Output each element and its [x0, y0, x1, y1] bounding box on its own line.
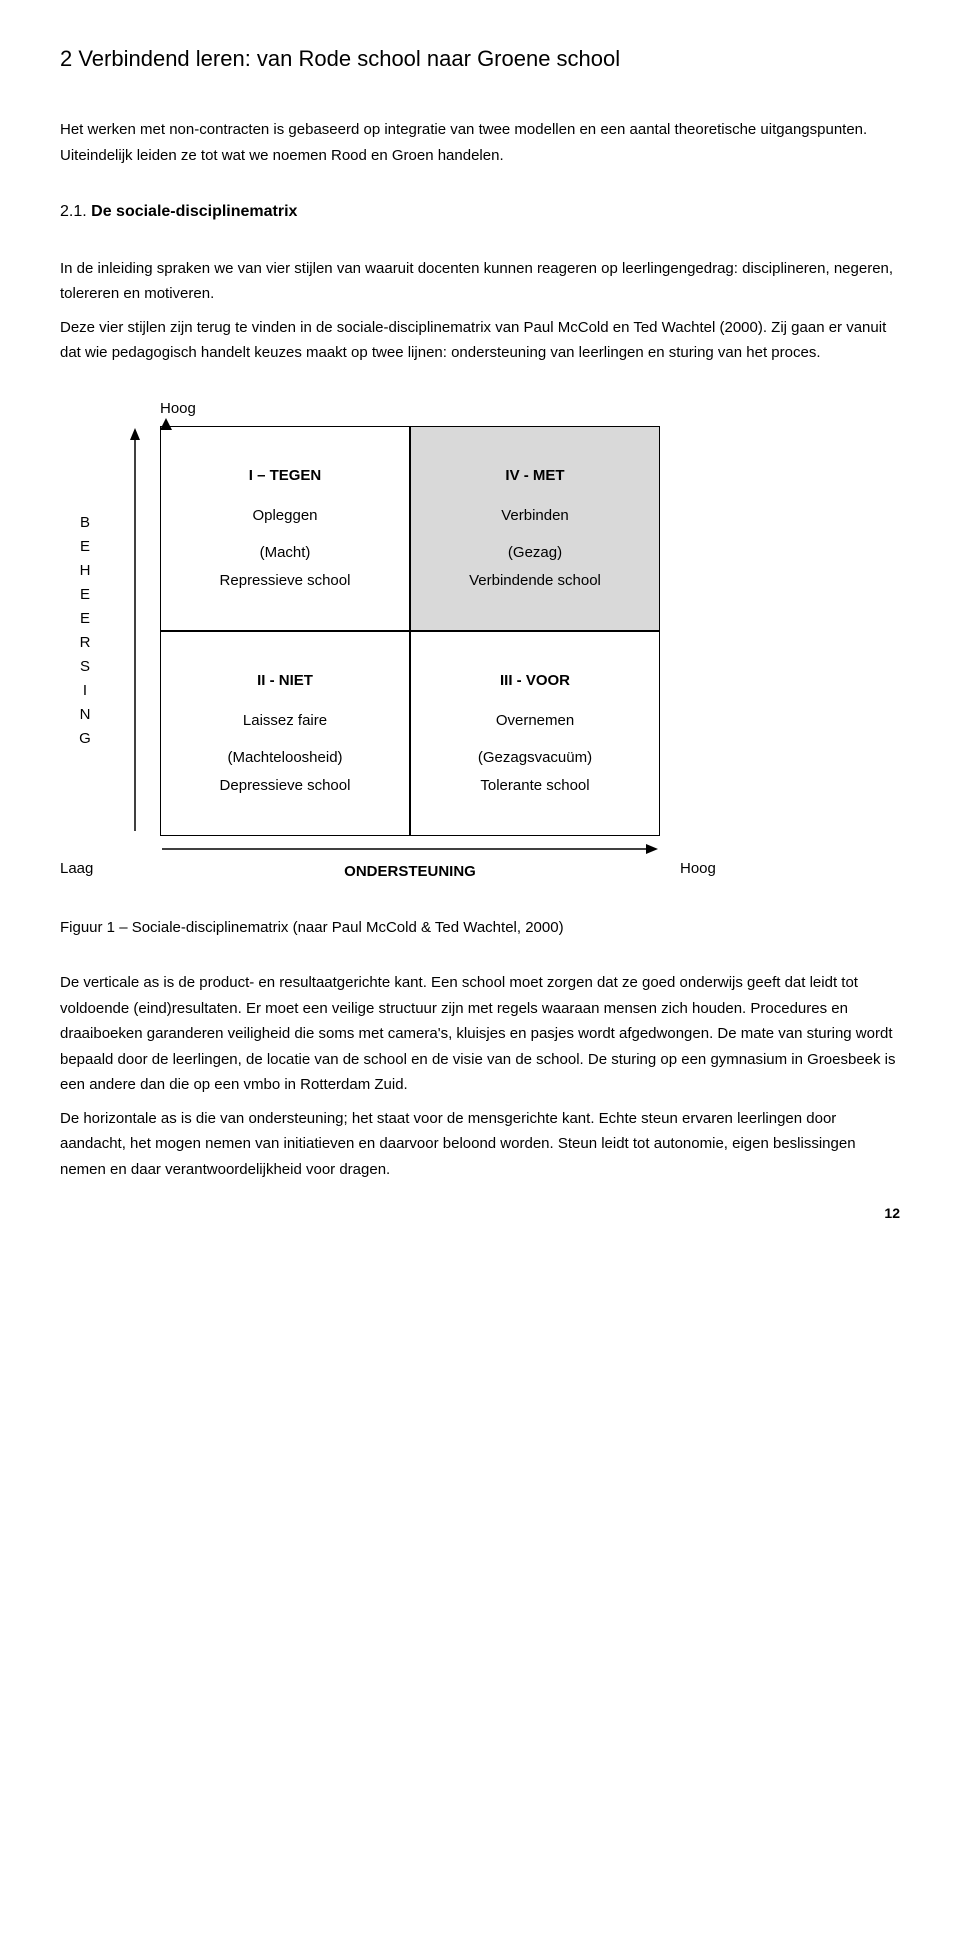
discipline-matrix-diagram: Hoog B E H E E R S I N G I – TEGEN — [60, 396, 840, 885]
y-letter: B — [80, 511, 90, 535]
y-letter: E — [80, 535, 90, 559]
y-letter: E — [80, 583, 90, 607]
x-axis-label: ONDERSTEUNING — [160, 859, 660, 885]
arrow-up-icon — [159, 418, 173, 432]
quadrant-title: I – TEGEN — [249, 462, 322, 491]
axis-low-label: Laag — [60, 841, 160, 885]
quadrant-iv: IV - MET Verbinden (Gezag) Verbindende s… — [410, 426, 660, 631]
quadrant-iii: III - VOOR Overnemen (Gezagsvacuüm) Tole… — [410, 631, 660, 836]
quadrant-line: Verbinden — [501, 502, 569, 531]
quadrant-title: II - NIET — [257, 667, 313, 696]
body-paragraph-3: De verticale as is de product- en result… — [60, 970, 900, 1098]
quadrant-line: Laissez faire — [243, 707, 327, 736]
page-number: 12 — [60, 1202, 900, 1226]
y-letter: R — [80, 631, 91, 655]
body-paragraph-2: Deze vier stijlen zijn terug te vinden i… — [60, 315, 900, 366]
quadrant-line: Repressieve school — [220, 567, 351, 596]
subheading-number: 2.1. — [60, 203, 87, 220]
x-axis: ONDERSTEUNING — [160, 841, 660, 885]
body-block: In de inleiding spraken we van vier stij… — [60, 256, 900, 366]
quadrant-line: Opleggen — [252, 502, 317, 531]
y-letter: I — [83, 679, 87, 703]
y-letter: S — [80, 655, 90, 679]
intro-paragraph: Het werken met non-contracten is gebasee… — [60, 117, 900, 168]
quadrant-title: III - VOOR — [500, 667, 570, 696]
y-letter: N — [80, 703, 91, 727]
body-paragraph-1: In de inleiding spraken we van vier stij… — [60, 256, 900, 307]
quadrant-line: (Gezag) — [508, 539, 562, 568]
page-heading: 2 Verbindend leren: van Rode school naar… — [60, 40, 900, 77]
y-axis-arrow — [110, 426, 160, 836]
body-paragraph-4: De horizontale as is die van ondersteuni… — [60, 1106, 900, 1183]
figure-caption: Figuur 1 – Sociale-disciplinematrix (naa… — [60, 915, 900, 941]
matrix-grid: I – TEGEN Opleggen (Macht) Repressieve s… — [160, 426, 660, 836]
quadrant-line: (Macht) — [260, 539, 311, 568]
subheading: 2.1. De sociale-disciplinematrix — [60, 198, 900, 225]
y-axis-high-label: Hoog — [160, 396, 840, 422]
quadrant-line: Verbindende school — [469, 567, 601, 596]
quadrant-i: I – TEGEN Opleggen (Macht) Repressieve s… — [160, 426, 410, 631]
y-letter: H — [80, 559, 91, 583]
x-axis-arrow — [160, 841, 660, 857]
quadrant-line: Depressieve school — [220, 772, 351, 801]
y-letter: G — [79, 727, 91, 751]
quadrant-line: Tolerante school — [480, 772, 589, 801]
y-axis-label: B E H E E R S I N G — [60, 426, 110, 836]
quadrant-line: (Gezagsvacuüm) — [478, 744, 592, 773]
quadrant-ii: II - NIET Laissez faire (Machteloosheid)… — [160, 631, 410, 836]
quadrant-title: IV - MET — [505, 462, 564, 491]
quadrant-line: Overnemen — [496, 707, 574, 736]
subheading-text: De sociale-disciplinematrix — [91, 203, 297, 220]
y-letter: E — [80, 607, 90, 631]
quadrant-line: (Machteloosheid) — [227, 744, 342, 773]
x-axis-high-label: Hoog — [660, 841, 716, 885]
